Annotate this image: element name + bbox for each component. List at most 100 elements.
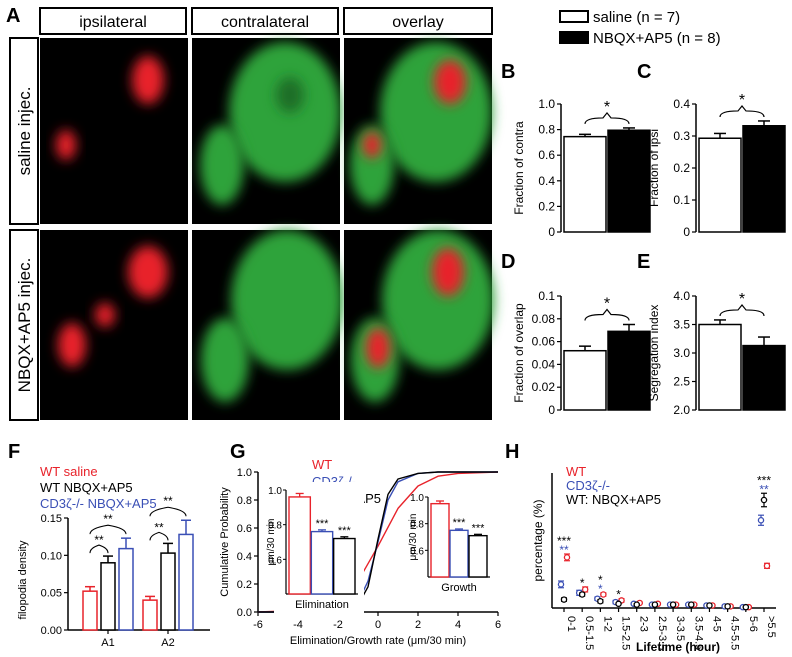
inset-significance: *** xyxy=(338,525,352,537)
chart-h: percentage (%) 0-1 0.5-1.5 1-2 1.5-2.5 2-3 2.5… xyxy=(531,473,777,654)
y-axis-label: Segregation index xyxy=(647,305,661,402)
significance-mark: * xyxy=(598,582,603,596)
panel-letter-d: D xyxy=(501,251,515,273)
bar xyxy=(82,590,98,631)
y-tick-label: 0.4 xyxy=(538,174,555,188)
x-tick-label: 4.5-5.5 xyxy=(729,616,741,650)
inset-y-tick-label: 0.8 xyxy=(410,520,424,531)
significance-brace xyxy=(149,506,187,517)
inset-y-tick-label: 0.6 xyxy=(268,555,282,566)
x-tick-label: >5.5 xyxy=(765,616,777,638)
x-axis-label: Elimination/Growth rate (μm/30 min) xyxy=(290,635,466,647)
y-tick-label: 0.08 xyxy=(532,312,556,326)
significance-mark: * xyxy=(739,291,745,308)
inset-title: Elimination xyxy=(295,599,349,611)
chart-e: 2.0 2.5 3.0 3.5 4.0 Segregation index * xyxy=(647,289,786,417)
x-tick-label: 2-3 xyxy=(638,616,650,632)
y-axis-label: Cumulative Probability xyxy=(219,487,231,597)
x-tick-label: -6 xyxy=(253,619,263,631)
y-tick-label: 0.06 xyxy=(532,335,556,349)
bar xyxy=(118,547,134,631)
inset-bar xyxy=(332,537,356,595)
data-point xyxy=(597,598,604,605)
bar-nbqx xyxy=(607,129,651,233)
legend-h-nbqx: WT: NBQX+AP5 xyxy=(566,492,661,507)
column-header-overlay: overlay xyxy=(392,14,444,31)
micrograph-column-headers: ipsilateral contralateral overlay xyxy=(39,7,493,35)
data-point xyxy=(633,601,640,608)
inset-y-label: μm/30 min xyxy=(408,514,419,561)
x-tick-label: 4 xyxy=(455,619,461,631)
significance-mark: ** xyxy=(559,543,569,557)
chart-b: 0 0.2 0.4 0.6 0.8 1.0 Fraction of contra * xyxy=(512,97,651,239)
panel-letter-g: G xyxy=(230,441,246,463)
x-tick-label: -4 xyxy=(293,619,303,631)
column-header-ipsilateral: ipsilateral xyxy=(79,14,147,31)
significance-mark: *** xyxy=(557,534,571,548)
x-tick-label: 4-5 xyxy=(710,616,722,632)
x-tick-label: -2 xyxy=(333,619,343,631)
x-tick-label: 3-3.5 xyxy=(674,616,686,641)
significance-mark: * xyxy=(580,576,585,590)
y-tick-label: 0.4 xyxy=(237,551,252,563)
significance-brace xyxy=(89,544,109,554)
inset-y-tick-label: 0.8 xyxy=(268,521,282,532)
inset-y-label: μm/30 min xyxy=(266,519,277,566)
y-tick-label: 0 xyxy=(683,225,690,239)
y-tick-label: 0.4 xyxy=(673,97,690,111)
legend-label-saline: saline (n = 7) xyxy=(593,9,680,26)
data-point xyxy=(578,591,586,598)
bar-nbqx xyxy=(742,125,786,233)
panel-letter-h: H xyxy=(505,441,519,463)
y-tick-label: 0.8 xyxy=(538,123,555,137)
y-tick-label: 2.0 xyxy=(673,403,690,417)
y-tick-label: 0.2 xyxy=(673,161,690,175)
inset-bar xyxy=(310,530,334,595)
micrograph-nbqx-ipsi xyxy=(40,230,188,420)
data-point xyxy=(706,602,713,609)
x-tick-label: 1-2 xyxy=(601,616,613,632)
row-label-saline: saline injec. xyxy=(15,87,34,176)
x-tick-label: 2 xyxy=(415,619,421,631)
legend-h-cd3: CD3ζ-/- xyxy=(566,478,610,493)
inset-bar xyxy=(430,502,450,578)
y-tick-label: 0.15 xyxy=(41,513,62,525)
micrograph-saline-ipsi xyxy=(40,38,188,224)
inset-significance: *** xyxy=(453,517,467,529)
inset-y-tick-label: 0.6 xyxy=(410,546,424,557)
data-point xyxy=(757,517,765,524)
data-point xyxy=(581,586,589,593)
significance-mark: * xyxy=(739,92,745,109)
data-point xyxy=(560,596,568,603)
column-header-contralateral: contralateral xyxy=(221,14,309,31)
y-axis-label: Fraction of contra xyxy=(512,121,526,215)
x-tick-label: 1.5-2.5 xyxy=(620,616,632,650)
panel-letter-b: B xyxy=(501,61,515,83)
data-point xyxy=(760,496,768,504)
chart-f: 0.00 0.05 0.10 0.15 filopodia density A1 ** ** A… xyxy=(17,494,210,649)
y-tick-label: 0.05 xyxy=(41,588,62,600)
y-tick-label: 0.6 xyxy=(237,523,252,535)
inset-y-tick-label: 1.0 xyxy=(410,493,424,504)
y-axis-label: Fraction of overlap xyxy=(512,303,526,403)
y-tick-label: 4.0 xyxy=(673,289,690,303)
y-tick-label: 0 xyxy=(548,225,555,239)
y-tick-label: 0.04 xyxy=(532,357,556,371)
data-point xyxy=(669,601,677,608)
y-tick-label: 0.02 xyxy=(532,380,556,394)
legend-top: saline (n = 7) NBQX+AP5 (n = 8) xyxy=(559,9,721,47)
x-tick-label: A1 xyxy=(101,637,114,649)
x-tick-label: 0 xyxy=(375,619,381,631)
significance-brace xyxy=(584,308,630,321)
panel-letter-c: C xyxy=(637,61,651,83)
legend-f: WT saline WT NBQX+AP5 CD3ζ-/- NBQX+AP5 xyxy=(40,464,157,511)
y-tick-label: 3.0 xyxy=(673,346,690,360)
x-tick-label: 5-6 xyxy=(747,616,759,632)
data-point xyxy=(763,562,771,570)
inset-bar xyxy=(468,534,488,578)
micrograph-saline-contra xyxy=(192,38,341,224)
significance-mark: *** xyxy=(757,473,771,487)
y-tick-label: 0.00 xyxy=(41,625,62,637)
y-axis-label: Fraction of ipsi xyxy=(647,129,661,207)
